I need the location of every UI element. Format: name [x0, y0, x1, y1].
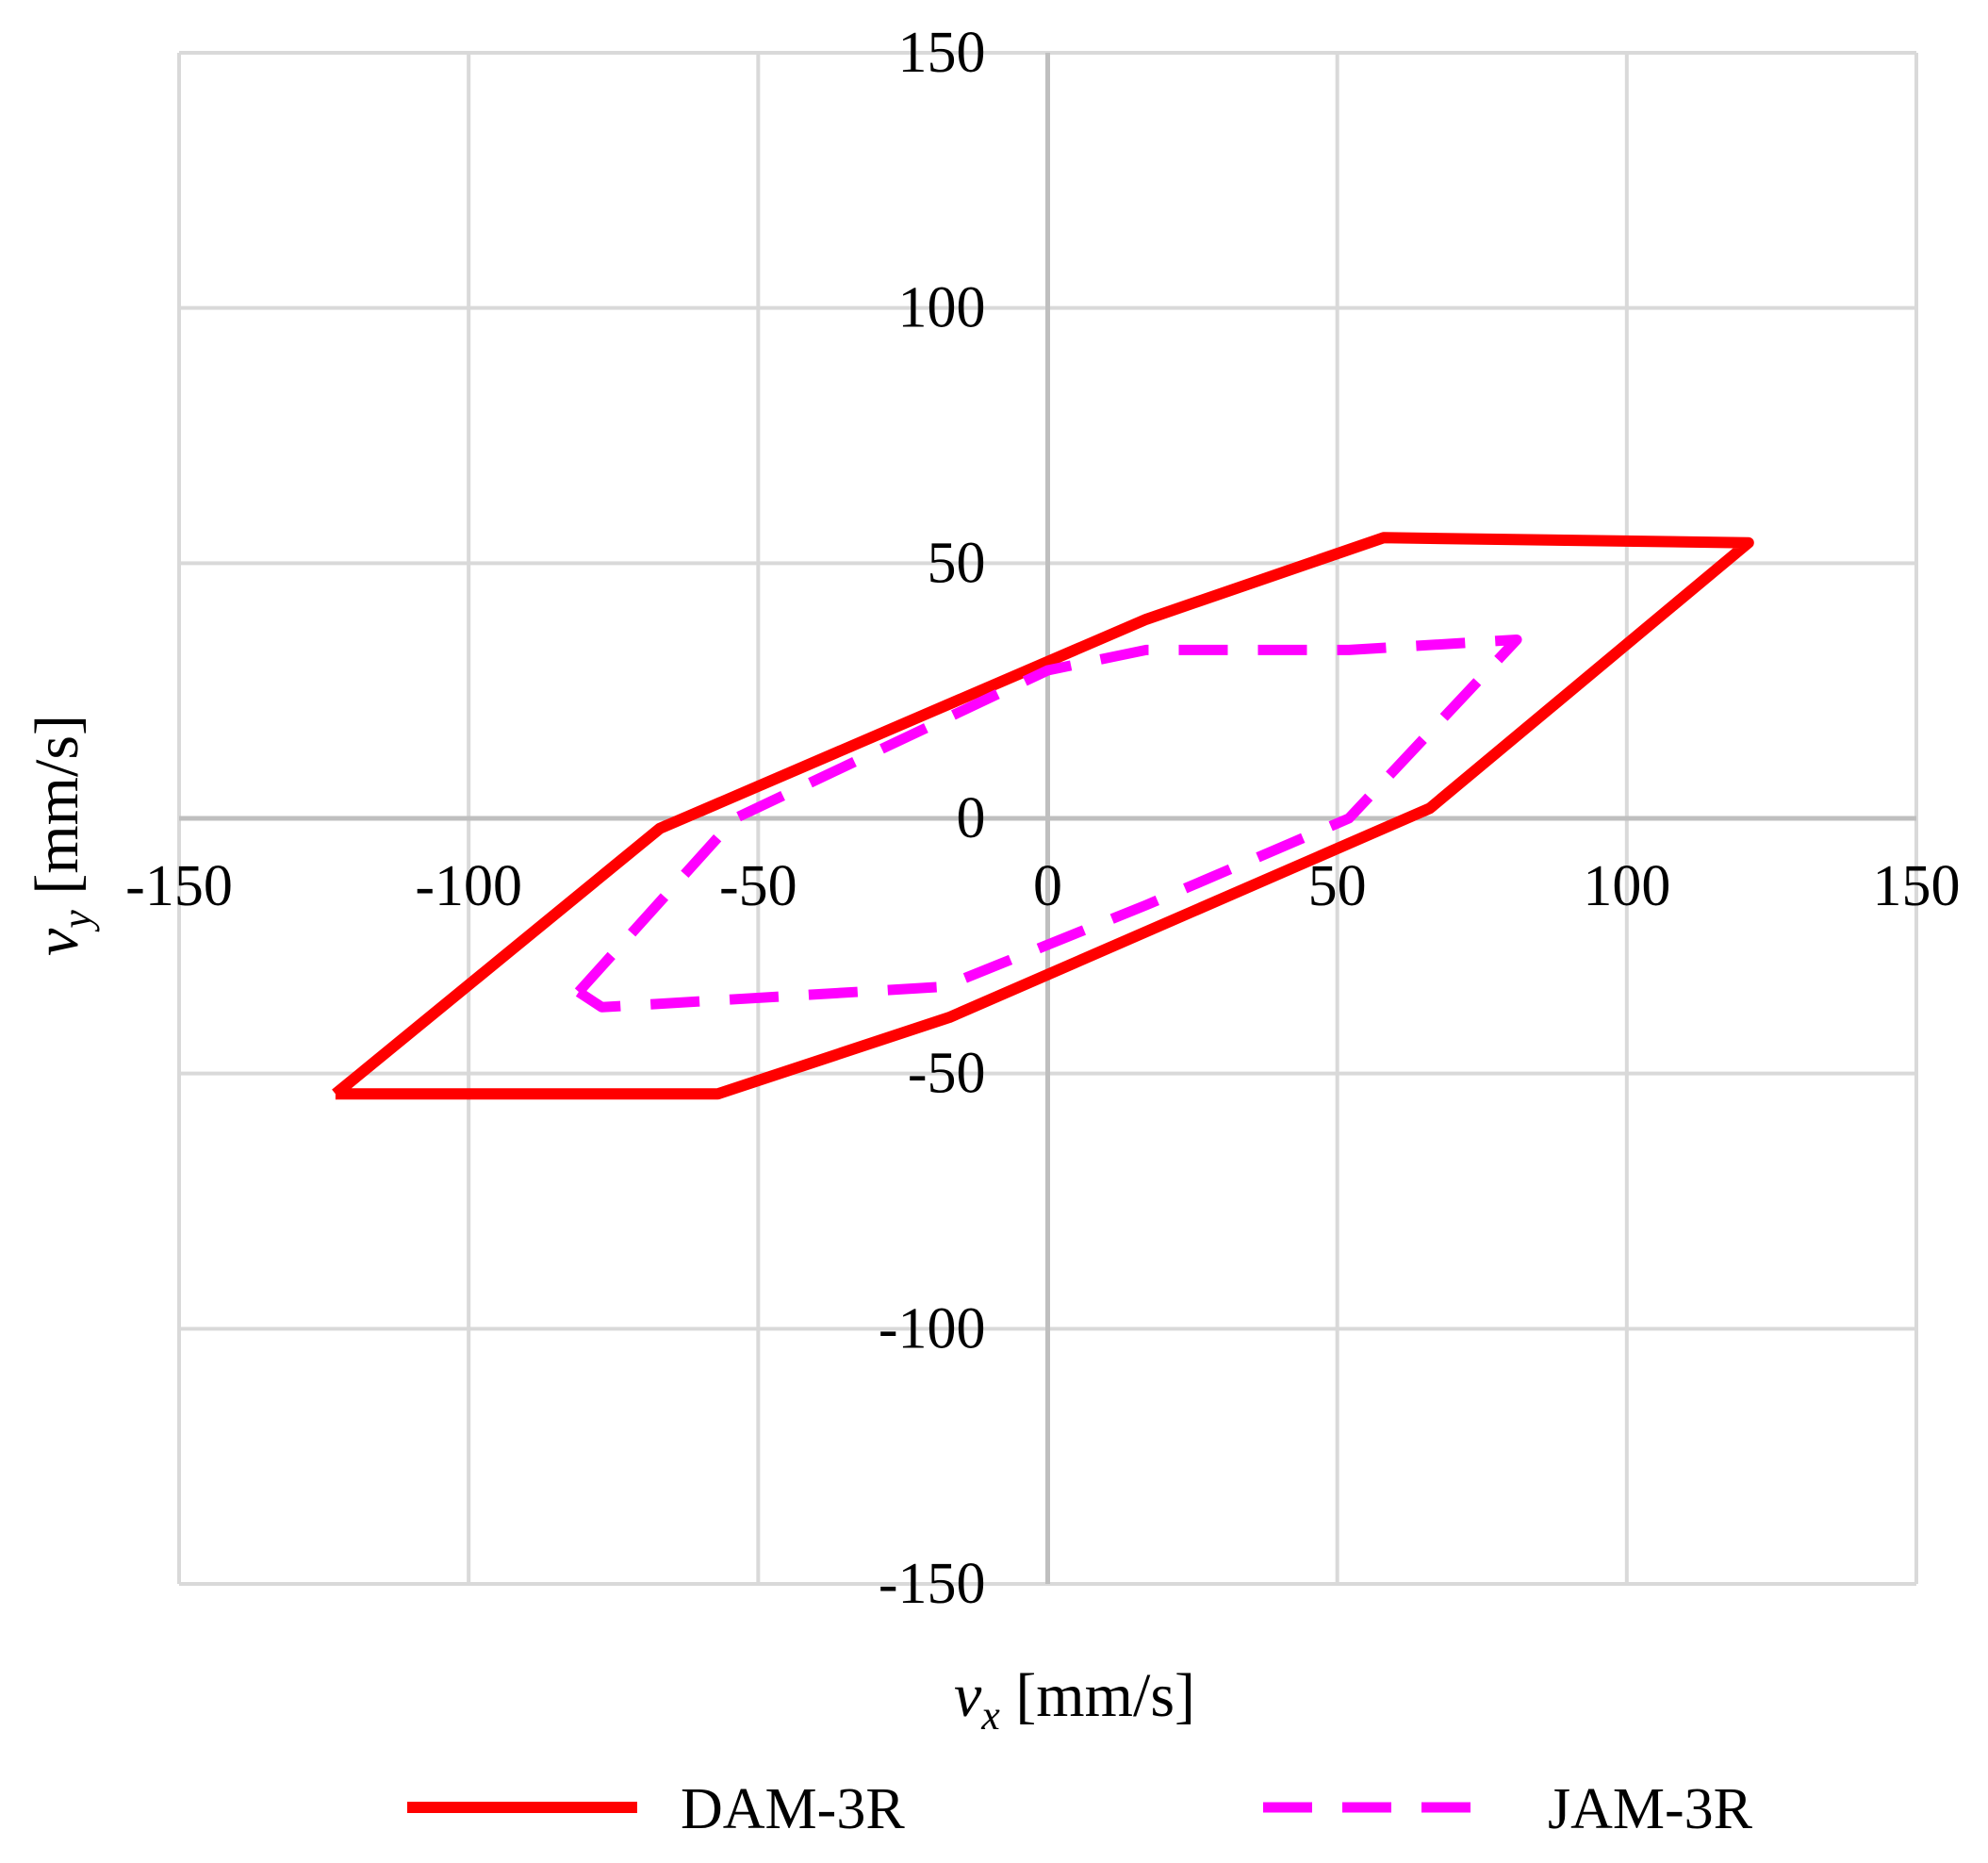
- axes: [179, 53, 1916, 1584]
- y-tick-label: -100: [879, 1296, 986, 1360]
- x-tick-label: 150: [1873, 854, 1961, 918]
- x-tick-label: 50: [1308, 854, 1367, 918]
- legend-label-dam-3r: DAM-3R: [681, 1777, 905, 1841]
- legend: DAM-3R JAM-3R: [407, 1777, 1753, 1841]
- series-line-jam-3r: [574, 635, 1522, 1013]
- x-axis-title: vx [mm/s]: [954, 1661, 1195, 1739]
- y-tick-label: -50: [908, 1042, 986, 1106]
- tick-labels: -150 -100 -50 0 50 100 150 -150 -100 -50 0 50 100 150: [125, 21, 1960, 1616]
- x-tick-label: 100: [1583, 854, 1670, 918]
- x-tick-label: -100: [415, 854, 522, 918]
- y-tick-label: 0: [957, 786, 986, 850]
- y-axis-title: vy [mm/s]: [23, 715, 100, 956]
- series-group: [332, 532, 1754, 1100]
- legend-label-jam-3r: JAM-3R: [1548, 1777, 1753, 1841]
- y-tick-label: 50: [928, 531, 986, 595]
- y-tick-label: 150: [898, 21, 986, 85]
- series-line-dam-3r: [332, 532, 1754, 1100]
- y-tick-label: 100: [898, 276, 986, 340]
- x-tick-label: -50: [719, 854, 797, 918]
- y-tick-label: -150: [879, 1552, 986, 1616]
- x-tick-label: -150: [125, 854, 233, 918]
- x-tick-label: 0: [1033, 854, 1062, 918]
